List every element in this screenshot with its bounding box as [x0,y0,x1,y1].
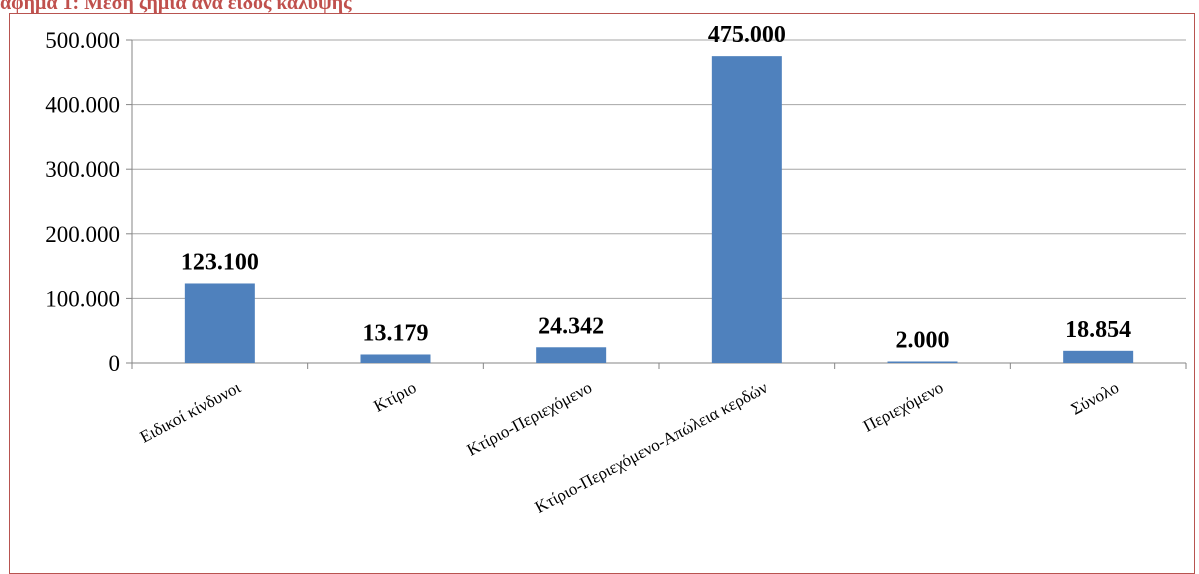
data-label: 13.179 [363,320,429,346]
category-label: Κτίριο-Περιεχόμενο [464,378,595,460]
bar [1063,350,1134,363]
axes [131,40,1187,369]
data-labels: 123.100 13.179 24.342 475.000 2.000 18.854 [181,22,1131,353]
category-label: Ειδικοί κίνδυνοι [137,378,244,447]
bar [360,354,431,363]
gridlines [132,39,1186,299]
category-label: Κτίριο [371,378,420,416]
y-tick-label: 100.000 [45,286,120,311]
category-label: Σύνολο [1068,378,1122,419]
y-axis-ticks: 0 100.000 200.000 300.000 400.000 500.000 [45,28,132,376]
y-tick-label: 300.000 [45,157,120,182]
data-label: 18.854 [1065,317,1131,343]
bars [184,56,1134,364]
y-tick-label: 400.000 [45,93,120,118]
data-label: 123.100 [181,249,259,275]
category-label: Περιεχόμενο [860,378,946,436]
y-tick-label: 500.000 [45,28,120,53]
bar [184,283,255,363]
y-tick-label: 200.000 [45,222,120,247]
data-label: 475.000 [708,22,786,48]
chart-title: αφημα 1: Μεση ζημια ανα ειδος καλυψης [0,0,352,14]
category-labels: Ειδικοί κίνδυνοι Κτίριο Κτίριο-Περιεχόμενο… [137,378,1122,517]
bar [711,56,782,364]
bar [536,347,607,363]
data-label: 24.342 [538,313,604,339]
y-tick-label: 0 [109,351,121,376]
data-label: 2.000 [896,328,950,354]
bar [887,361,958,363]
